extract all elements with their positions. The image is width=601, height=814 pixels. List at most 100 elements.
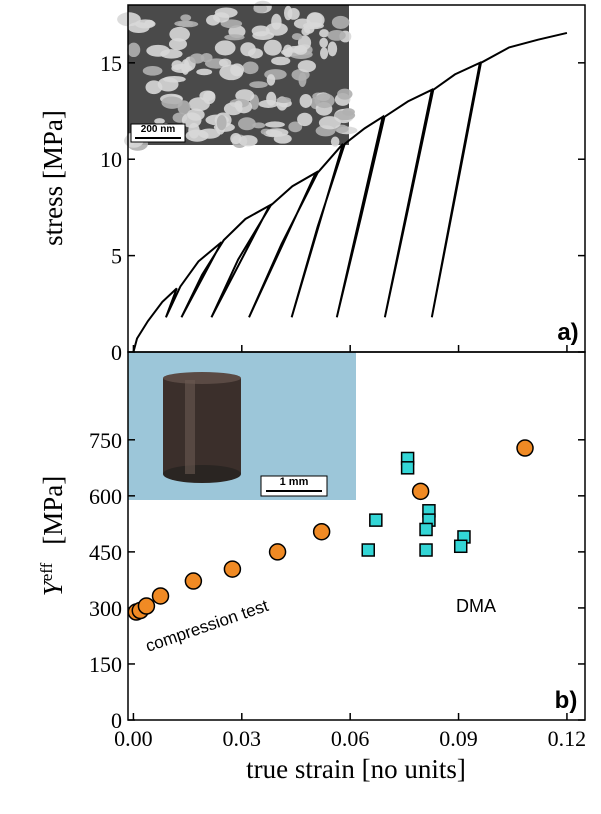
stress-strain-curve: [132, 31, 568, 353]
sem-inset: 200 nm: [117, 0, 358, 151]
sem-blob: [288, 121, 303, 133]
sem-blob: [342, 108, 355, 116]
plot-frame: [127, 351, 586, 721]
dma-point: [400, 461, 415, 475]
sem-blob: [117, 12, 141, 27]
sem-blob: [181, 59, 190, 75]
sem-blob: [271, 56, 291, 66]
sem-blob: [224, 34, 245, 41]
sem-blob: [171, 60, 183, 71]
sem-blob: [327, 29, 346, 41]
sem-blob: [253, 3, 268, 14]
sem-blob: [319, 37, 329, 48]
y-tick-label: 150: [89, 652, 122, 677]
compression-point: [268, 543, 287, 561]
sem-blob: [188, 122, 200, 139]
sem-blob: [287, 8, 300, 20]
sem-blob: [134, 19, 156, 29]
sem-blob: [196, 68, 213, 76]
sem-blob: [219, 64, 244, 81]
compression-point: [184, 572, 203, 590]
sem-blob: [297, 60, 316, 73]
sem-blob: [266, 74, 276, 86]
sem-blob: [318, 116, 341, 130]
cylinder-base: [163, 465, 241, 483]
y-tick-label: 450: [89, 540, 122, 565]
compression-point: [137, 597, 156, 615]
sem-blob: [242, 61, 259, 75]
sem-blob: [265, 121, 285, 128]
sem-blob: [238, 117, 256, 131]
y-tick-label: 10: [100, 147, 122, 172]
x-tick-label: 0.03: [223, 726, 262, 751]
sem-blob: [276, 97, 292, 104]
y-tick-label: 15: [100, 51, 122, 76]
sem-blob: [238, 135, 258, 147]
sem-blob: [252, 122, 266, 129]
sem-blob: [249, 81, 268, 88]
cylinder-top: [163, 372, 241, 384]
sem-blob: [306, 12, 325, 28]
sem-blob: [301, 27, 311, 36]
sem-blob: [319, 29, 330, 38]
cylinder-body: [163, 378, 241, 474]
sem-blob: [337, 88, 353, 100]
y-tick-label: 600: [89, 484, 122, 509]
y-axis-label: Yeff [MPa]: [37, 476, 68, 597]
sem-blob: [189, 53, 205, 64]
sem-blob: [168, 38, 188, 51]
compression-point: [151, 587, 170, 605]
photo-inset: 1 mm: [128, 352, 356, 500]
sem-blob: [258, 99, 279, 108]
sem-blob: [169, 26, 190, 42]
sem-blob: [163, 75, 186, 83]
sem-blob: [320, 47, 329, 60]
sem-blob: [213, 12, 230, 23]
sem-blob: [330, 136, 340, 147]
sem-blob: [142, 66, 163, 76]
sem-blob: [177, 20, 199, 28]
sem-blob: [282, 44, 293, 58]
x-tick-label: 0.12: [548, 726, 587, 751]
compression-point: [223, 560, 242, 578]
sem-blob: [161, 96, 183, 109]
y-tick-label: 300: [89, 596, 122, 621]
series-label: DMA: [456, 596, 496, 616]
sem-blob: [299, 94, 313, 108]
sem-blob: [314, 93, 335, 109]
sem-blob: [154, 118, 165, 125]
sem-blob: [234, 100, 243, 110]
sem-blob: [127, 42, 141, 58]
scale-label: 1 mm: [280, 476, 309, 488]
panel-label: b): [555, 687, 578, 714]
sem-blob: [327, 41, 338, 57]
sem-blob: [298, 72, 307, 87]
y-tick-label: 750: [89, 428, 122, 453]
y-tick-label: 0: [111, 340, 122, 365]
compression-point: [312, 522, 331, 541]
panel-label: a): [557, 319, 578, 346]
scale-label: 200 nm: [141, 124, 176, 135]
sem-blob: [214, 40, 236, 56]
dma-point: [419, 543, 433, 557]
dma-point: [419, 522, 433, 537]
sem-blob: [293, 44, 308, 55]
compression-point: [411, 482, 430, 501]
y-label-symbol: Y: [38, 578, 68, 596]
sem-blob: [331, 15, 350, 29]
y-tick-label: 5: [111, 244, 122, 269]
compression-point: [516, 439, 534, 457]
sem-blob: [180, 14, 192, 22]
x-tick-label: 0.09: [439, 726, 478, 751]
sem-blob: [271, 13, 282, 30]
sem-blob: [216, 115, 227, 131]
x-tick-label: 0.06: [331, 726, 370, 751]
sem-blob: [265, 128, 289, 137]
cylinder-highlight: [185, 380, 195, 474]
sem-blob: [203, 90, 216, 105]
y-label-sup: eff: [37, 562, 56, 581]
sem-blob: [263, 39, 282, 56]
dma-point: [369, 513, 383, 527]
sem-blob: [297, 112, 313, 127]
